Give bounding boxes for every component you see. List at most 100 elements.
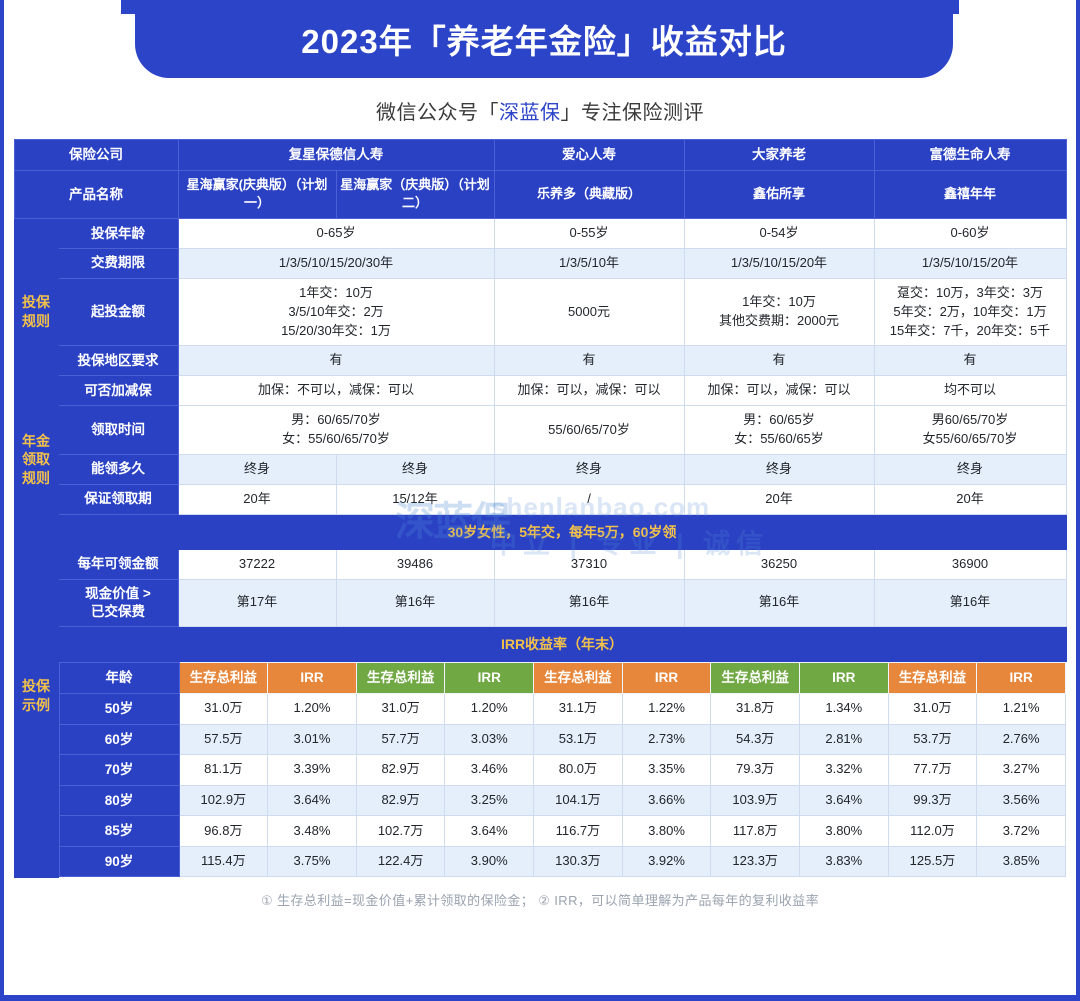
table-row: 能领多久 终身 终身 终身 终身 终身 <box>14 453 1067 485</box>
comparison-table: 保险公司 复星保德信人寿 爱心人寿 大家养老 富德生命人寿 产品名称 星海赢家(庆典版）（计… <box>13 139 1067 878</box>
irr-benefit-header: 生存总利益 <box>533 662 623 694</box>
benefit-value: 77.7万 <box>887 754 978 786</box>
table-cell: 1/3/5/10/15/20/30年 <box>177 248 495 279</box>
benefit-value: 122.4万 <box>355 845 446 878</box>
table-cell: 趸交：10万，3年交：3万 5年交：2万，10年交：1万 15年交：7千，20年交：… <box>873 277 1067 347</box>
irr-value: 3.75% <box>267 845 357 878</box>
benefit-value: 102.7万 <box>355 815 446 847</box>
row-label: 现金价值 > 已交保费 <box>57 578 179 628</box>
table-row: IRR收益率（年末） <box>14 626 1067 663</box>
category-label-rules: 投保规则 <box>13 218 59 407</box>
subtitle: 微信公众号「深蓝保」专注保险测评 <box>4 86 1076 139</box>
table-row: 70岁 81.1万 3.39% 82.9万 3.46% 80.0万 3.35% 79.3万 3.… <box>58 754 1066 786</box>
irr-value: 1.21% <box>976 692 1066 725</box>
subtitle-suffix: 」专注保险测评 <box>560 102 704 124</box>
table-cell: 1/3/5/10年 <box>493 248 685 279</box>
example-band: 30岁女性，5年交，每年5万，60岁领 <box>57 513 1067 550</box>
company-name: 富德生命人寿 <box>873 139 1067 171</box>
benefit-value: 57.7万 <box>355 723 446 756</box>
table-cell: 加保：不可以，减保：可以 <box>177 375 495 407</box>
table-cell: 终身 <box>177 453 337 485</box>
irr-age-label: 80岁 <box>58 784 180 817</box>
product-name: 鑫禧年年 <box>873 169 1067 220</box>
header-banner: 2023年「养老年金险」收益对比 <box>135 0 953 78</box>
company-name: 大家养老 <box>683 139 875 171</box>
benefit-value: 123.3万 <box>710 845 800 878</box>
product-name: 乐养多（典藏版） <box>493 169 685 220</box>
benefit-value: 130.3万 <box>533 845 623 878</box>
table-cell: 0-60岁 <box>873 218 1067 250</box>
irr-value: 3.64% <box>798 784 889 817</box>
irr-age-label: 85岁 <box>58 815 180 847</box>
irr-value: 3.92% <box>621 845 712 878</box>
table-row: 80岁 102.9万 3.64% 82.9万 3.25% 104.1万 3.66% 103.9… <box>58 784 1066 817</box>
irr-value: 2.73% <box>621 723 712 756</box>
irr-value: 3.27% <box>976 754 1066 786</box>
irr-age-label: 60岁 <box>58 723 180 756</box>
annual-amount: 37310 <box>493 548 685 580</box>
table-row: 保险公司 复星保德信人寿 爱心人寿 大家养老 富德生命人寿 <box>13 139 1067 171</box>
irr-value: 3.66% <box>621 784 712 817</box>
benefit-value: 31.0万 <box>887 692 978 725</box>
irr-header: IRR <box>267 662 357 694</box>
benefit-value: 53.7万 <box>887 723 978 756</box>
irr-header: IRR <box>444 662 535 694</box>
table-cell: 20年 <box>177 483 337 515</box>
irr-benefit-header: 生存总利益 <box>178 662 269 694</box>
table-cell: 0-55岁 <box>493 218 685 250</box>
table-cell: 加保：可以，减保：可以 <box>683 375 875 407</box>
irr-value: 1.34% <box>798 692 889 725</box>
irr-value: 3.46% <box>444 754 535 786</box>
irr-header: IRR <box>798 662 889 694</box>
irr-header: IRR <box>621 662 712 694</box>
product-header-label: 产品名称 <box>13 169 179 220</box>
page-title: 2023年「养老年金险」收益对比 <box>301 23 787 60</box>
irr-value: 3.64% <box>444 815 535 847</box>
irr-value: 3.25% <box>444 784 535 817</box>
table-cell: 1/3/5/10/15/20年 <box>873 248 1067 279</box>
annual-amount: 36900 <box>873 548 1067 580</box>
category-label-annuity: 年金领取规则 <box>13 405 59 515</box>
table-cell: 15/12年 <box>335 483 495 515</box>
table-cell: 0-54岁 <box>683 218 875 250</box>
table-cell: 有 <box>493 345 685 377</box>
irr-age-label: 50岁 <box>58 692 180 725</box>
table-cell: 0-65岁 <box>177 218 495 250</box>
subtitle-brand: 深蓝保 <box>499 102 561 124</box>
table-cell: 终身 <box>683 453 875 485</box>
row-label: 投保地区要求 <box>57 345 179 377</box>
table-row: 可否加减保 加保：不可以，减保：可以 加保：可以，减保：可以 加保：可以，减保：可以均… <box>14 375 1067 407</box>
annual-amount: 37222 <box>177 548 337 580</box>
benefit-value: 79.3万 <box>710 754 800 786</box>
table-cell: 终身 <box>493 453 685 485</box>
benefit-value: 57.5万 <box>178 723 269 756</box>
row-label: 起投金额 <box>57 277 179 347</box>
irr-value: 3.90% <box>444 845 535 878</box>
irr-age-label: 70岁 <box>58 754 180 786</box>
irr-value: 3.83% <box>798 845 889 878</box>
table-cell: 男：60/65岁 女：55/60/65岁 <box>683 405 875 455</box>
irr-value: 3.03% <box>444 723 535 756</box>
table-cell: / <box>493 483 685 515</box>
benefit-value: 31.8万 <box>710 692 800 725</box>
irr-value: 3.85% <box>976 845 1066 878</box>
irr-value: 2.76% <box>976 723 1066 756</box>
irr-value: 2.81% <box>798 723 889 756</box>
table-cell: 1/3/5/10/15/20年 <box>683 248 875 279</box>
product-name: 星海赢家(庆典版）（计划一） <box>177 169 337 220</box>
table-cell: 加保：可以，减保：可以 <box>493 375 685 407</box>
table-row: 60岁 57.5万 3.01% 57.7万 3.03% 53.1万 2.73% 54.3万 2.… <box>58 723 1066 756</box>
row-label: 能领多久 <box>57 453 179 485</box>
irr-benefit-header: 生存总利益 <box>887 662 978 694</box>
irr-value: 3.64% <box>267 784 357 817</box>
irr-benefit-header: 生存总利益 <box>710 662 800 694</box>
benefit-value: 99.3万 <box>887 784 978 817</box>
irr-value: 1.20% <box>444 692 535 725</box>
benefit-value: 54.3万 <box>710 723 800 756</box>
cash-value-year: 第17年 <box>177 578 337 628</box>
irr-age-header: 年龄 <box>58 662 180 694</box>
benefit-value: 82.9万 <box>355 784 446 817</box>
footnote: ① 生存总利益=现金价值+累计领取的保险金； ② IRR，可以简单理解为产品每年… <box>260 892 820 908</box>
table-row: 交费期限 1/3/5/10/15/20/30年 1/3/5/10年 1/3/5/10/… <box>14 248 1067 279</box>
benefit-value: 102.9万 <box>178 784 269 817</box>
